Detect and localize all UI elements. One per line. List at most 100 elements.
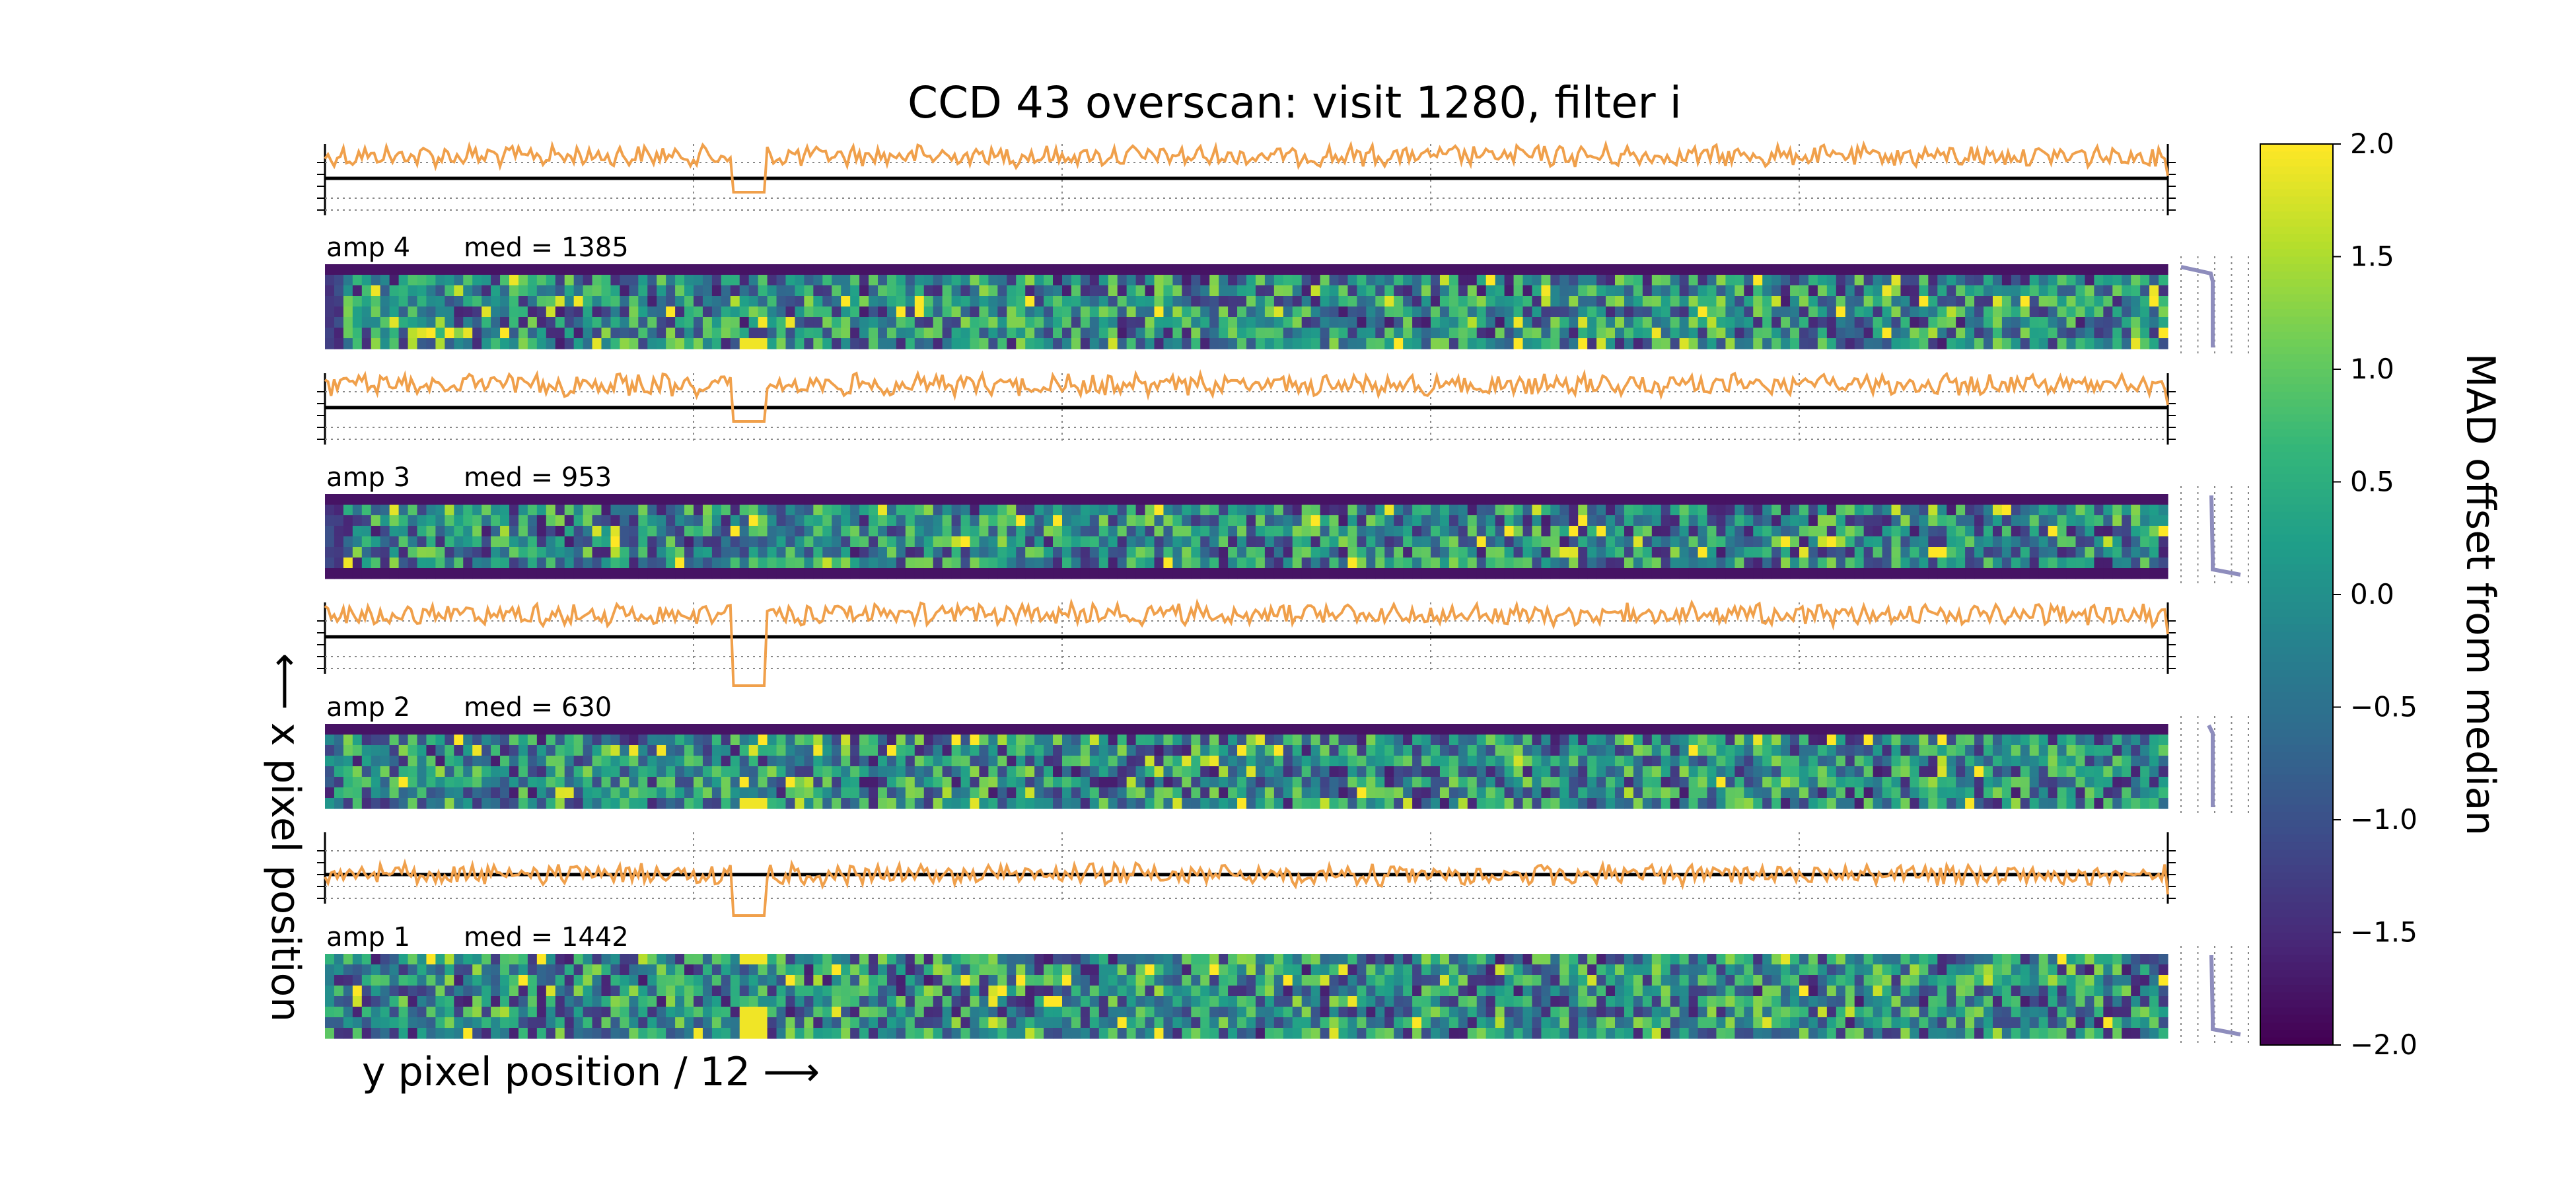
heatmap-cell [1421, 328, 1431, 339]
heatmap-cell [1559, 798, 1569, 809]
heatmap-cell [1357, 526, 1367, 537]
heatmap-cell [2075, 568, 2086, 579]
heatmap-cell [1476, 547, 1487, 558]
heatmap-cell [1569, 745, 1579, 756]
heatmap-cell [1439, 515, 1450, 526]
heatmap-cell [1716, 547, 1726, 558]
heatmap-cell [1845, 547, 1855, 558]
heatmap-cell [942, 756, 952, 767]
heatmap-cell [601, 536, 612, 548]
heatmap-cell [785, 777, 796, 788]
heatmap-cell [1320, 306, 1330, 318]
heatmap-cell [776, 275, 787, 286]
heatmap-cell [380, 547, 390, 558]
heatmap-cell [841, 954, 851, 965]
heatmap-cell [1615, 338, 1625, 349]
heatmap-cell [1771, 328, 1781, 339]
heatmap-cell [1670, 547, 1680, 558]
heatmap-cell [592, 787, 602, 799]
heatmap-cell [334, 558, 344, 569]
heatmap-cell [426, 338, 436, 349]
heatmap-cell [445, 777, 454, 788]
heatmap-cell [905, 338, 915, 349]
heatmap-cell [832, 568, 841, 579]
heatmap-cell [1799, 515, 1809, 526]
heatmap-cell [1264, 317, 1275, 328]
heatmap-cell [997, 505, 1007, 516]
heatmap-cell [1080, 787, 1091, 799]
heatmap-cell [1016, 756, 1026, 767]
heatmap-cell [610, 494, 620, 505]
heatmap-cell [1053, 338, 1063, 349]
heatmap-cell [1624, 766, 1634, 777]
heatmap-cell [1651, 526, 1662, 537]
heatmap-cell [694, 306, 703, 318]
heatmap-cell [592, 296, 602, 307]
heatmap-cell [1919, 547, 1929, 558]
chart-title: CCD 43 overscan: visit 1280, filter i [908, 77, 1682, 128]
heatmap-cell [822, 745, 832, 756]
heatmap-cell [886, 787, 897, 799]
heatmap-cell [896, 515, 906, 526]
heatmap-cell [886, 317, 897, 328]
heatmap-cell [1347, 568, 1357, 579]
heatmap-cell [398, 515, 409, 526]
heatmap-cell [1799, 338, 1809, 349]
heatmap-cell [1357, 505, 1367, 516]
heatmap-cell [2048, 756, 2058, 767]
heatmap-cell [869, 766, 878, 777]
heatmap-cell [1209, 264, 1219, 275]
heatmap-cell [960, 745, 971, 756]
heatmap-cell [1237, 777, 1247, 788]
heatmap-cell [960, 515, 971, 526]
heatmap-cell [1292, 766, 1303, 777]
heatmap-cell [1467, 505, 1478, 516]
heatmap-cell [463, 328, 473, 339]
heatmap-cell [1854, 745, 1865, 756]
heatmap-cell [1670, 328, 1680, 339]
heatmap-cell [445, 954, 454, 965]
heatmap-cell [1854, 568, 1865, 579]
heatmap-cell [1753, 328, 1763, 339]
heatmap-cell [463, 568, 473, 579]
heatmap-cell [1062, 328, 1072, 339]
heatmap-cell [1716, 724, 1726, 735]
heatmap-cell [1688, 505, 1699, 516]
heatmap-cell [795, 777, 805, 788]
heatmap-cell [1384, 328, 1394, 339]
heatmap-cell [1172, 264, 1182, 275]
heatmap-cell [2038, 328, 2049, 339]
heatmap-cell [1273, 526, 1284, 537]
heatmap-cell [1984, 505, 1993, 516]
heatmap-cell [2159, 328, 2168, 339]
heatmap-cell [878, 328, 888, 339]
heatmap-cell [509, 954, 519, 965]
heatmap-cell [914, 306, 925, 318]
heatmap-cell [500, 777, 510, 788]
heatmap-cell [1209, 275, 1219, 286]
heatmap-cell [979, 724, 989, 735]
heatmap-cell [1200, 515, 1210, 526]
heatmap-cell [1485, 296, 1496, 307]
heatmap-cell [1651, 515, 1662, 526]
heatmap-cell [1826, 568, 1837, 579]
heatmap-cell [1974, 568, 1984, 579]
heatmap-cell [1338, 317, 1349, 328]
heatmap-cell [2057, 494, 2067, 505]
heatmap-cell [804, 338, 814, 349]
heatmap-cell [702, 328, 713, 339]
heatmap-cell [1836, 724, 1846, 735]
heatmap-cell [914, 536, 925, 548]
heatmap-cell [1863, 505, 1874, 516]
heatmap-cell [822, 306, 832, 318]
heatmap-cell [933, 328, 943, 339]
heatmap-cell [813, 296, 823, 307]
heatmap-cell [822, 766, 832, 777]
heatmap-cell [500, 306, 510, 318]
heatmap-cell [1237, 798, 1247, 809]
heatmap-cell [1255, 264, 1266, 275]
heatmap-cell [1854, 735, 1865, 746]
heatmap-cell [1016, 777, 1026, 788]
heatmap-cell [933, 558, 943, 569]
